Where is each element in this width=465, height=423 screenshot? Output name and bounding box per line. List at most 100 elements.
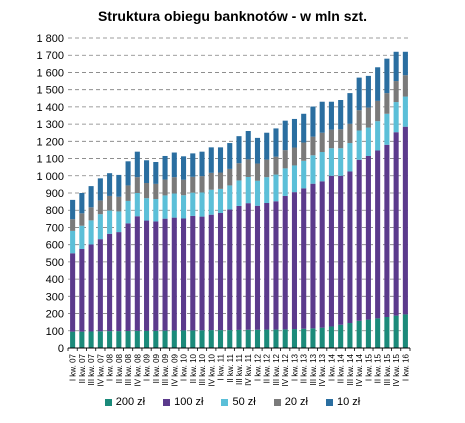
bar-segment-20zl (227, 168, 233, 186)
bar-segment-50zl (171, 193, 177, 218)
bar-segment-20zl (338, 129, 344, 149)
legend-item: 50 zł (221, 396, 256, 408)
x-tick-label: II kw. 07 (78, 353, 87, 383)
x-tick-label: IV kw. 07 (96, 353, 105, 386)
bar-segment-50zl (328, 148, 334, 176)
bar-segment-50zl (190, 192, 196, 216)
x-tick-label: I kw. 11 (217, 353, 226, 380)
bar-segment-200zl (116, 331, 122, 348)
bar-segment-200zl (217, 330, 224, 348)
bar-segment-200zl (375, 318, 381, 348)
bar-segment-100zl (199, 216, 205, 331)
bar-segment-20zl (319, 132, 325, 153)
x-tick-label: II kw. 10 (189, 353, 198, 383)
bar-segment-20zl (282, 150, 288, 169)
bar-segment-50zl (338, 148, 344, 176)
y-tick-label: 700 (46, 222, 64, 234)
bar-segment-200zl (190, 330, 196, 348)
y-tick-label: 1 300 (36, 119, 64, 131)
legend-swatch (325, 398, 333, 406)
x-tick-label: III kw. 07 (87, 353, 96, 385)
bar-segment-200zl (245, 329, 251, 348)
x-tick-label: I kw. 16 (401, 353, 410, 381)
bar-segment-10zl (301, 113, 307, 143)
bar-segment-50zl (97, 214, 103, 240)
legend-swatch (221, 398, 229, 406)
legend-swatch (273, 398, 281, 406)
bar-segment-50zl (291, 165, 298, 193)
bar-segment-10zl (375, 67, 381, 101)
bar-segment-200zl (291, 329, 298, 348)
bar-segment-200zl (347, 323, 353, 348)
bar-segment-10zl (190, 153, 196, 177)
x-tick-label: III kw. 12 (272, 353, 281, 385)
x-tick-label: I kw. 07 (69, 353, 78, 381)
bar-segment-50zl (180, 195, 187, 219)
bar-segment-50zl (199, 192, 205, 217)
bar-segment-200zl (338, 324, 344, 348)
y-tick-label: 1 600 (36, 67, 64, 79)
bar-segment-10zl (393, 51, 399, 82)
bar-segment-20zl (70, 219, 76, 231)
bar-segment-50zl (153, 199, 159, 222)
bar-segment-20zl (190, 176, 196, 193)
bar-segment-50zl (282, 168, 288, 196)
bar-segment-50zl (245, 176, 251, 204)
y-tick-label: 1 500 (36, 85, 64, 97)
bar-segment-50zl (402, 96, 408, 127)
bar-segment-100zl (402, 126, 408, 315)
bar-segment-200zl (328, 326, 334, 348)
bar-segment-50zl (208, 189, 214, 215)
x-tick-label: II kw. 15 (374, 353, 383, 383)
bar-segment-200zl (125, 330, 131, 348)
x-tick-label: II kw. 12 (263, 353, 272, 383)
y-tick-label: 1 700 (36, 50, 64, 62)
bar-segment-20zl (217, 172, 224, 189)
bar-segment-200zl (402, 314, 408, 348)
y-tick-label: 400 (46, 274, 64, 286)
bar-segment-20zl (402, 75, 408, 97)
x-tick-label: I kw. 08 (106, 353, 115, 381)
bar-segment-20zl (208, 172, 214, 190)
bar-segment-50zl (264, 177, 270, 203)
bar-segment-20zl (291, 147, 298, 166)
x-tick-label: II kw. 08 (115, 353, 124, 383)
bar-segment-100zl (153, 221, 159, 331)
bar-segment-100zl (282, 195, 288, 330)
bar-segment-50zl (319, 152, 325, 182)
bar-segment-20zl (162, 179, 168, 196)
bar-segment-10zl (144, 160, 150, 184)
bar-segment-100zl (375, 150, 381, 319)
bar-segment-200zl (199, 330, 205, 348)
bar-segment-20zl (199, 176, 205, 193)
bar-segment-20zl (144, 183, 150, 199)
bar-segment-100zl (144, 220, 150, 331)
bar-segment-50zl (70, 230, 76, 254)
bar-segment-200zl (365, 319, 371, 348)
bar-segment-10zl (116, 174, 122, 197)
bar-segment-20zl (310, 136, 316, 156)
bar-segment-200zl (319, 327, 325, 348)
y-tick-label: 0 (58, 343, 64, 355)
bar-segment-20zl (125, 185, 131, 201)
y-tick-label: 1 200 (36, 136, 64, 148)
bar-segment-20zl (180, 179, 187, 196)
bar-segment-100zl (273, 201, 279, 330)
bar-segment-10zl (180, 156, 187, 180)
legend-label: 100 zł (174, 396, 204, 408)
y-tick-label: 500 (46, 257, 64, 269)
bar-segment-20zl (79, 213, 85, 226)
bar-segment-100zl (384, 144, 390, 317)
x-tick-label: I kw. 09 (143, 353, 152, 381)
bar-segment-10zl (97, 178, 103, 201)
y-tick-label: 1 800 (36, 33, 64, 45)
bar-segment-100zl (217, 212, 224, 331)
legend-item: 20 zł (273, 396, 308, 408)
bar-segment-200zl (107, 331, 113, 348)
legend-item: 100 zł (163, 396, 203, 408)
bar-segment-10zl (245, 131, 251, 160)
bar-segment-200zl (144, 330, 150, 348)
bar-segment-10zl (273, 128, 279, 157)
bar-segment-10zl (328, 101, 334, 130)
